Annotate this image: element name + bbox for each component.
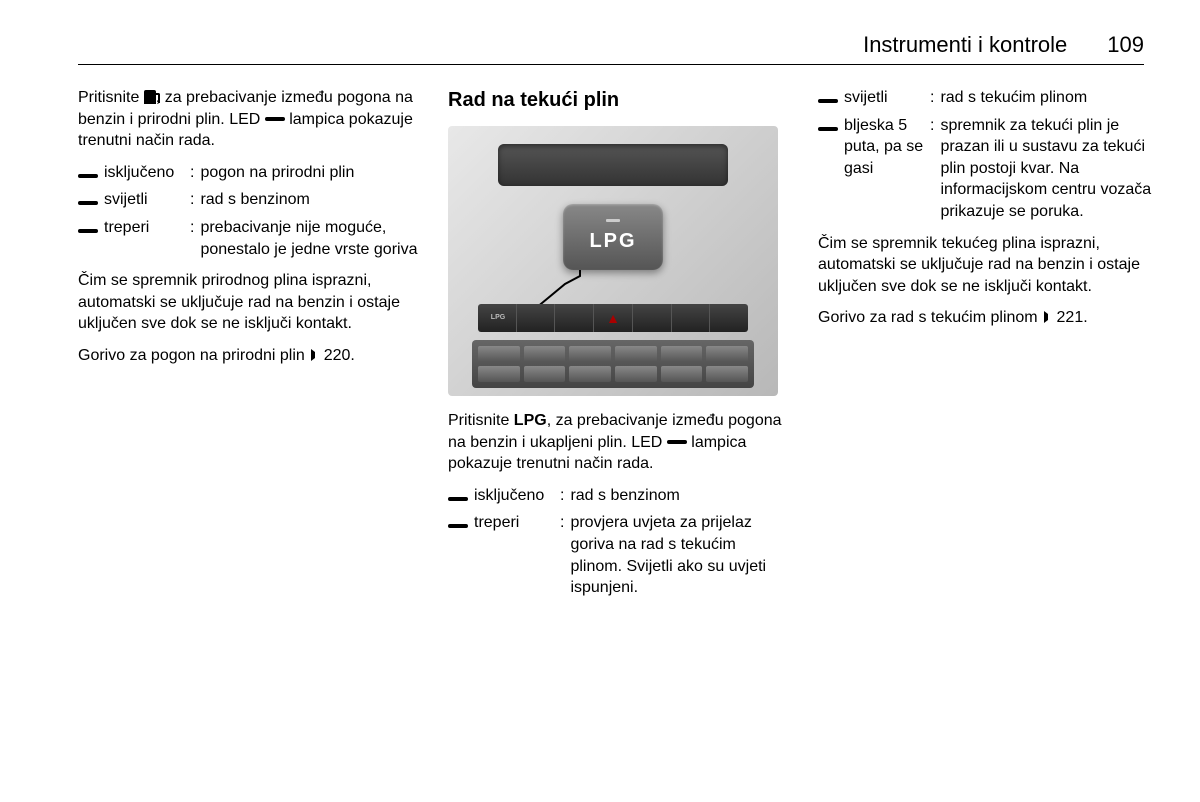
led-icon: [448, 512, 474, 538]
led-icon: [818, 87, 844, 113]
col2-intro-before: Pritisnite: [448, 412, 514, 429]
def-colon: :: [190, 189, 200, 211]
def-desc: rad s benzinom: [200, 189, 418, 211]
def-colon: :: [560, 512, 570, 534]
radio-panel: [472, 340, 754, 388]
led-icon: [448, 485, 474, 511]
lpg-button-callout: LPG: [563, 204, 663, 270]
lpg-button-label: LPG: [589, 228, 636, 255]
page-header: Instrumenti i kontrole 109: [78, 32, 1144, 65]
led-icon: [78, 189, 104, 215]
def-row: bljeska 5 puta, pa se gasi : spremnik za…: [818, 115, 1158, 223]
led-icon: [78, 217, 104, 243]
col1-p1: Čim se spremnik prirodnog plina isprazni…: [78, 270, 418, 335]
led-icon: [265, 117, 285, 121]
col3-p1: Čim se spremnik tekućeg plina isprazni, …: [818, 233, 1158, 298]
header-title: Instrumenti i kontrole: [863, 32, 1067, 58]
def-desc: rad s benzinom: [570, 485, 788, 507]
def-term: isključeno: [474, 485, 560, 507]
radio-btn: [661, 366, 703, 382]
def-desc: rad s tekućim plinom: [940, 87, 1158, 109]
def-colon: :: [930, 115, 940, 137]
radio-btn: [661, 346, 703, 362]
dash-btn: [710, 304, 748, 332]
radio-btn: [478, 366, 520, 382]
radio-btn: [706, 366, 748, 382]
col2-intro: Pritisnite LPG, za prebacivanje između p…: [448, 410, 788, 475]
col1-definitions: isključeno : pogon na prirodni plin svij…: [78, 162, 418, 260]
led-icon: [818, 115, 844, 141]
def-row: treperi : prebacivanje nije moguće, pone…: [78, 217, 418, 260]
def-colon: :: [930, 87, 940, 109]
page-number: 109: [1107, 32, 1144, 58]
def-term: treperi: [104, 217, 190, 239]
col1-p2-before: Gorivo za pogon na prirodni plin: [78, 347, 309, 364]
dash-btn: [633, 304, 672, 332]
col2-intro-bold: LPG: [514, 412, 547, 429]
def-colon: :: [190, 162, 200, 184]
col1-p2-ref: 220.: [319, 347, 355, 364]
radio-btn: [524, 366, 566, 382]
def-desc: pogon na prirodni plin: [200, 162, 418, 184]
fuel-pump-icon: [144, 90, 156, 104]
reference-arrow-icon: [1044, 311, 1052, 323]
col3-p2-ref: 221.: [1052, 309, 1088, 326]
col1-intro: Pritisnite , za prebacivanje između pogo…: [78, 87, 418, 152]
def-term: svijetli: [844, 87, 930, 109]
col3-p2: Gorivo za rad s tekućim plinom 221.: [818, 307, 1158, 329]
hazard-button: ▲: [594, 304, 633, 332]
radio-btn: [615, 366, 657, 382]
lpg-illustration: LPG ▲ LPG: [448, 126, 778, 396]
def-row: svijetli : rad s benzinom: [78, 189, 418, 215]
col3-p2-before: Gorivo za rad s tekućim plinom: [818, 309, 1042, 326]
def-row: isključeno : pogon na prirodni plin: [78, 162, 418, 188]
col2-definitions: isključeno : rad s benzinom treperi : pr…: [448, 485, 788, 599]
def-colon: :: [190, 217, 200, 239]
column-2: Rad na tekući plin LPG ▲: [448, 87, 788, 609]
col1-p2: Gorivo za pogon na prirodni plin 220.: [78, 345, 418, 367]
def-row: isključeno : rad s benzinom: [448, 485, 788, 511]
page: Instrumenti i kontrole 109 Pritisnite , …: [0, 0, 1200, 802]
def-desc: prebacivanje nije moguće, ponestalo je j…: [200, 217, 418, 260]
def-term: svijetli: [104, 189, 190, 211]
radio-btn: [478, 346, 520, 362]
col1-intro-before: Pritisnite: [78, 89, 144, 106]
column-1: Pritisnite , za prebacivanje između pogo…: [78, 87, 418, 609]
radio-btn: [615, 346, 657, 362]
def-term: treperi: [474, 512, 560, 534]
led-icon: [78, 162, 104, 188]
columns: Pritisnite , za prebacivanje između pogo…: [78, 87, 1144, 609]
radio-btn: [569, 346, 611, 362]
section-title: Rad na tekući plin: [448, 87, 788, 114]
lpg-button-led: [606, 219, 620, 222]
def-term: isključeno: [104, 162, 190, 184]
dash-btn: [555, 304, 594, 332]
dash-btn: [517, 304, 556, 332]
def-row: treperi : provjera uvjeta za prijelaz go…: [448, 512, 788, 598]
reference-arrow-icon: [311, 349, 319, 361]
dash-btn: [672, 304, 711, 332]
dashboard-vent: [498, 144, 728, 186]
led-icon: [667, 440, 687, 444]
radio-btn: [706, 346, 748, 362]
column-3: svijetli : rad s tekućim plinom bljeska …: [818, 87, 1158, 609]
lpg-small-button: LPG: [482, 305, 514, 331]
def-row: svijetli : rad s tekućim plinom: [818, 87, 1158, 113]
def-colon: :: [560, 485, 570, 507]
def-desc: provjera uvjeta za prijelaz goriva na ra…: [570, 512, 788, 598]
radio-btn: [524, 346, 566, 362]
def-term: bljeska 5 puta, pa se gasi: [844, 115, 930, 180]
col3-definitions: svijetli : rad s tekućim plinom bljeska …: [818, 87, 1158, 223]
radio-btn: [569, 366, 611, 382]
dashboard-button-row: ▲: [478, 304, 748, 332]
def-desc: spremnik za tekući plin je prazan ili u …: [940, 115, 1158, 223]
